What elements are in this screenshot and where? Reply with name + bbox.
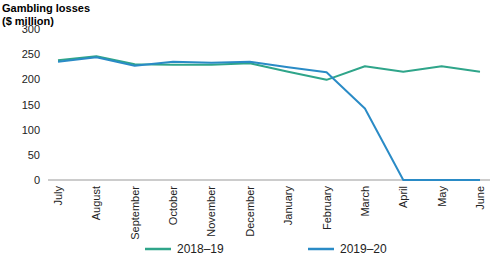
y-axis-label: Gambling losses($ million) — [2, 2, 90, 27]
plot-area — [58, 56, 480, 180]
legend-label: 2019–20 — [340, 242, 387, 256]
x-tick-label: December — [244, 186, 256, 237]
x-tick-label: October — [167, 186, 179, 225]
legend-swatch — [308, 248, 334, 251]
y-tick-label: 250 — [22, 48, 40, 60]
y-tick-label: 50 — [28, 149, 40, 161]
legend-label: 2018–19 — [177, 242, 224, 256]
x-tick-label: February — [321, 186, 333, 231]
x-tick-label: June — [474, 186, 486, 210]
chart: Gambling losses($ million) 0 50 100 150 200 25… — [0, 0, 500, 266]
x-tick-label: March — [359, 186, 371, 217]
y-axis-label-line: Gambling losses — [2, 2, 90, 14]
y-tick-label: 150 — [22, 99, 40, 111]
y-tick-label: 0 — [34, 174, 40, 186]
x-tick-label: May — [436, 186, 448, 207]
x-tick-label: April — [397, 186, 409, 208]
series-line — [58, 56, 480, 80]
legend-swatch — [145, 248, 171, 251]
series-line — [58, 57, 480, 180]
y-tick-label: 300 — [22, 23, 40, 35]
x-tick-label: September — [129, 186, 141, 240]
y-tick-label: 100 — [22, 124, 40, 136]
x-tick-label: January — [282, 186, 294, 226]
x-tick-label: July — [52, 186, 64, 206]
x-tick-label: August — [90, 186, 102, 220]
x-tick-label: November — [205, 186, 217, 237]
y-tick-label: 200 — [22, 73, 40, 85]
